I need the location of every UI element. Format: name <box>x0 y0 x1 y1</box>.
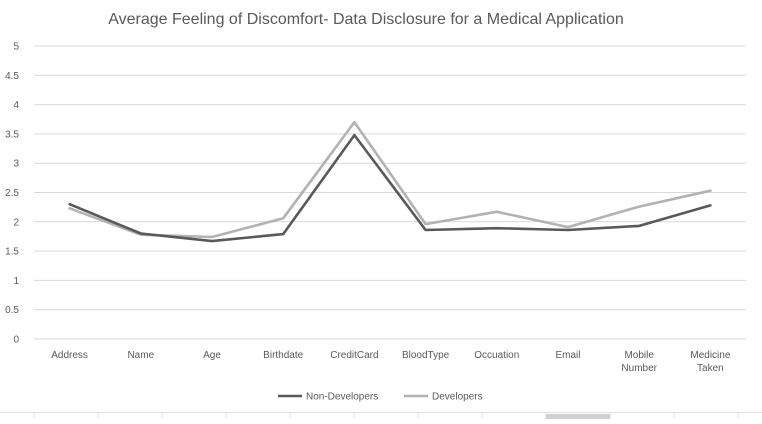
strip-highlight <box>546 414 610 419</box>
series-lines <box>68 120 712 243</box>
series-line-developers <box>68 120 712 239</box>
y-tick-label: 0 <box>13 335 19 346</box>
y-tick-label: 2 <box>13 217 19 228</box>
legend-label: Non-Developers <box>306 392 378 403</box>
y-tick-label: 3 <box>13 159 19 170</box>
series-line-non-developers <box>68 133 712 243</box>
y-tick-label: 4 <box>13 100 19 111</box>
legend: Non-Developers Developers <box>278 392 483 403</box>
x-axis-tick-labels: Address Name Age Birthdate CreditCard BloodTy… <box>51 350 731 374</box>
chart-title: Average Feeling of Discomfort- Data Disc… <box>108 11 624 28</box>
x-tick-label: Medicine Taken <box>690 350 730 374</box>
y-tick-label: 3.5 <box>5 129 19 140</box>
x-tick-label: Email <box>555 350 580 361</box>
y-tick-label: 1.5 <box>5 247 19 258</box>
y-tick-label: 1 <box>13 276 19 287</box>
x-tick-label: Address <box>51 350 88 361</box>
x-tick-label: CreditCard <box>330 350 378 361</box>
x-tick-label: Age <box>203 350 221 361</box>
gridlines <box>34 45 746 340</box>
legend-label: Developers <box>432 392 483 403</box>
x-tick-label: Mobile Number <box>621 350 657 374</box>
y-axis-tick-labels: 0 0.5 1 1.5 2 2.5 3 3.5 4 4.5 5 <box>5 42 19 346</box>
x-tick-label: Name <box>127 350 154 361</box>
x-tick-label: Occuation <box>474 350 519 361</box>
y-tick-label: 5 <box>13 42 19 53</box>
x-tick-label: BloodType <box>402 350 450 361</box>
x-tick-label: Birthdate <box>263 350 303 361</box>
bottom-strip <box>0 412 762 419</box>
y-tick-label: 4.5 <box>5 71 19 82</box>
y-tick-label: 0.5 <box>5 305 19 316</box>
y-tick-label: 2.5 <box>5 188 19 199</box>
